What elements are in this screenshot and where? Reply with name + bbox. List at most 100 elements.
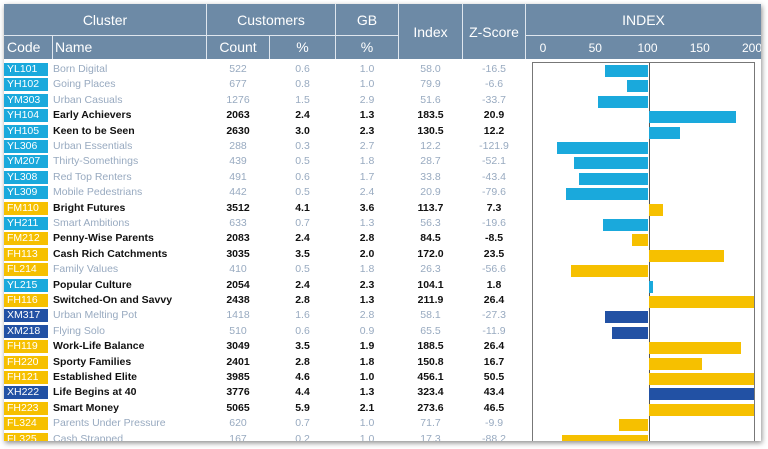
pct-cell: 2.8 <box>295 355 310 368</box>
index-bar <box>648 373 754 385</box>
header-divider <box>206 4 207 59</box>
gb-cell: 2.7 <box>359 140 375 152</box>
count-cell: 442 <box>229 186 247 199</box>
index-cell: 79.9 <box>420 78 441 91</box>
zscore-cell: 43.4 <box>483 386 505 399</box>
table-row: XH222 Life Begins at 40 3776 4.4 1.3 323.4 43.… <box>4 385 532 400</box>
index-bar <box>648 388 754 401</box>
pct-cell: 2.4 <box>295 232 310 245</box>
index-bar <box>565 188 649 201</box>
gb-cell: 1.3 <box>359 294 375 306</box>
gb-cell: 1.0 <box>359 417 375 430</box>
cluster-code-badge: FH121 <box>4 371 48 384</box>
pct-cell: 0.2 <box>295 432 310 441</box>
gb-cell: 2.8 <box>359 232 375 245</box>
cluster-name: Thirty-Somethings <box>53 155 139 168</box>
index-bar <box>648 126 681 139</box>
table-row: FH119 Work-Life Balance 3049 3.5 1.9 188.5 26.… <box>4 339 532 354</box>
cluster-code-badge: FM212 <box>4 232 48 246</box>
cluster-code-badge: YL101 <box>4 63 48 76</box>
index-cell: 51.6 <box>420 93 441 106</box>
table-row: XM317 Urban Melting Pot 1418 1.6 2.8 58.1 -27.… <box>4 308 532 323</box>
cluster-name: Parents Under Pressure <box>53 417 166 430</box>
cluster-name: Sporty Families <box>53 355 132 368</box>
gb-cell: 2.3 <box>359 124 375 137</box>
cluster-code-badge: YL308 <box>4 170 48 184</box>
count-cell: 2054 <box>226 278 250 291</box>
index-cell: 58.0 <box>420 63 441 75</box>
cluster-code-badge: FH116 <box>4 294 48 307</box>
cluster-code-badge: YL309 <box>4 186 48 200</box>
count-cell: 167 <box>229 432 247 441</box>
pct-cell: 4.6 <box>295 371 310 383</box>
gb-cell: 1.3 <box>359 386 375 399</box>
gb-cell: 1.0 <box>359 63 375 75</box>
cluster-name: Keen to be Seen <box>53 124 135 137</box>
cluster-name: Born Digital <box>53 63 108 75</box>
count-cell: 522 <box>229 63 247 75</box>
gb-cell: 1.0 <box>359 371 375 383</box>
index-bar-chart <box>532 62 755 441</box>
pct-cell: 5.9 <box>295 401 310 414</box>
index-cell: 211.9 <box>417 294 444 306</box>
zscore-cell: -19.6 <box>482 217 506 229</box>
header-cluster: Cluster <box>82 11 128 28</box>
cluster-code-badge: YL215 <box>4 278 48 292</box>
cluster-name: Smart Ambitions <box>53 217 130 229</box>
table-row: YL309 Mobile Pedestrians 442 0.5 2.4 20.9 -79.… <box>4 185 532 200</box>
x-tick-label: 100 <box>637 41 658 55</box>
cluster-code-badge: FH119 <box>4 340 48 354</box>
index-bar <box>573 157 649 170</box>
index-bar <box>602 219 649 231</box>
cluster-name: Established Elite <box>53 371 138 383</box>
table-row: YL215 Popular Culture 2054 2.4 2.3 104.1 1.8 <box>4 278 532 293</box>
count-cell: 410 <box>229 263 247 276</box>
x-tick-label: 0 <box>539 41 547 55</box>
gb-cell: 1.0 <box>359 78 375 91</box>
index-bar <box>648 111 736 124</box>
count-cell: 491 <box>229 170 247 183</box>
table-row: YH105 Keen to be Seen 2630 3.0 2.3 130.5 12.2 <box>4 124 532 139</box>
table-row: YL308 Red Top Renters 491 0.6 1.7 33.8 -43.4 <box>4 170 532 185</box>
pct-cell: 2.8 <box>295 294 310 306</box>
cluster-code-badge: YH102 <box>4 78 48 92</box>
index-cell: 130.5 <box>417 124 444 137</box>
cluster-name: Red Top Renters <box>53 170 132 183</box>
count-cell: 439 <box>229 155 247 168</box>
header-pct: % <box>296 39 309 55</box>
pct-cell: 0.8 <box>295 78 310 91</box>
count-cell: 2438 <box>226 294 250 306</box>
gb-cell: 1.7 <box>359 170 375 183</box>
zscore-cell: -79.6 <box>482 186 506 199</box>
header-divider <box>335 4 336 59</box>
zscore-cell: 20.9 <box>483 109 505 122</box>
header-divider <box>525 4 526 59</box>
gb-cell: 2.9 <box>359 93 375 106</box>
gb-cell: 1.3 <box>359 109 375 122</box>
cluster-code-badge: FL324 <box>4 417 48 431</box>
zscore-cell: -121.9 <box>479 140 509 152</box>
cluster-name: Urban Casuals <box>53 93 123 106</box>
header-divider <box>269 35 270 59</box>
header-index-chart: INDEX <box>622 11 665 28</box>
table-row: FH113 Cash Rich Catchments 3035 3.5 2.0 172.0… <box>4 247 532 262</box>
zscore-cell: -16.5 <box>482 63 506 75</box>
gb-cell: 1.9 <box>359 340 375 353</box>
gb-cell: 2.1 <box>359 401 375 414</box>
cluster-name: Early Achievers <box>53 109 132 122</box>
gb-cell: 2.4 <box>359 186 375 199</box>
pct-cell: 0.5 <box>295 155 310 168</box>
zscore-cell: 16.7 <box>483 355 505 368</box>
cluster-name: Family Values <box>53 263 119 276</box>
table-row: FM110 Bright Futures 3512 4.1 3.6 113.7 7.3 <box>4 201 532 216</box>
index-bar <box>571 265 649 278</box>
table-row: FH223 Smart Money 5065 5.9 2.1 273.6 46.5 <box>4 401 532 416</box>
count-cell: 3035 <box>226 247 250 260</box>
cluster-code-badge: YH104 <box>4 109 48 123</box>
index-bar <box>648 342 741 355</box>
pct-cell: 0.6 <box>295 324 310 337</box>
table-row: FL324 Parents Under Pressure 620 0.7 1.0 71.7… <box>4 416 532 431</box>
cluster-name: Work-Life Balance <box>53 340 145 353</box>
index-cell: 28.7 <box>420 155 441 168</box>
zscore-cell: 26.4 <box>483 340 505 353</box>
